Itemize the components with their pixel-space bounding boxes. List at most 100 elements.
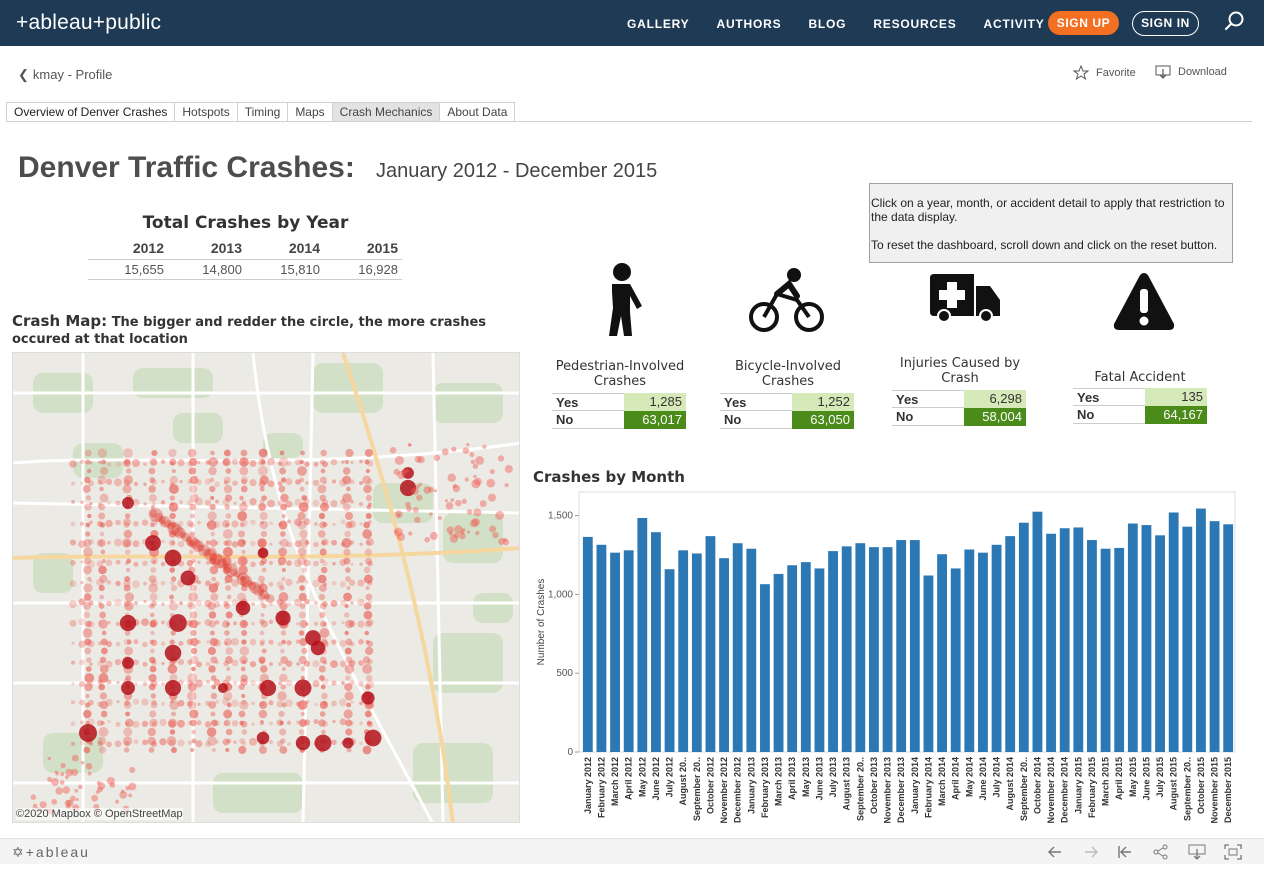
bar-35[interactable] <box>1059 528 1070 752</box>
bar-5[interactable] <box>651 532 661 752</box>
crash-point[interactable] <box>168 448 177 458</box>
crash-point[interactable] <box>195 679 203 688</box>
crash-point[interactable] <box>260 612 265 618</box>
crash-point[interactable] <box>98 565 107 575</box>
crash-point[interactable] <box>79 699 85 706</box>
crash-point[interactable] <box>339 581 347 588</box>
crash-point[interactable] <box>125 561 129 566</box>
crash-point[interactable] <box>125 711 131 717</box>
crash-point[interactable] <box>319 611 326 619</box>
crash-point[interactable] <box>123 579 131 588</box>
crash-point[interactable] <box>205 459 211 465</box>
crash-point[interactable] <box>99 531 105 537</box>
crash-point[interactable] <box>344 530 352 538</box>
crash-point[interactable] <box>298 592 307 602</box>
crash-point[interactable] <box>332 522 336 526</box>
crash-point[interactable] <box>203 548 211 557</box>
crash-point[interactable] <box>214 620 220 625</box>
crash-point[interactable] <box>189 503 197 511</box>
crash-point[interactable] <box>89 501 93 506</box>
crash-point[interactable] <box>221 562 229 569</box>
crash-point[interactable] <box>330 458 338 466</box>
crash-point[interactable] <box>170 630 176 636</box>
year-header-2013[interactable]: 2013 <box>210 240 242 256</box>
crash-point[interactable] <box>161 661 165 666</box>
bar-34[interactable] <box>1046 533 1056 752</box>
crash-point[interactable] <box>498 538 505 545</box>
crash-point[interactable] <box>279 467 287 475</box>
crash-point[interactable] <box>321 538 329 546</box>
crash-hotspot[interactable] <box>364 729 382 747</box>
crash-point[interactable] <box>167 522 175 530</box>
tab-maps[interactable]: Maps <box>287 102 333 122</box>
yes-label[interactable]: Yes <box>892 390 964 408</box>
crash-hotspot[interactable] <box>79 724 97 742</box>
crash-point[interactable] <box>222 738 230 746</box>
crash-point[interactable] <box>69 580 77 588</box>
crash-point[interactable] <box>489 469 495 475</box>
crash-point[interactable] <box>222 458 230 466</box>
crash-point[interactable] <box>190 558 196 564</box>
x-tick-label[interactable]: December 2015 <box>1223 757 1233 823</box>
crash-point[interactable] <box>258 480 266 488</box>
crash-point[interactable] <box>279 601 288 611</box>
crash-point[interactable] <box>87 560 95 568</box>
crash-point[interactable] <box>169 639 175 645</box>
crash-point[interactable] <box>366 640 374 648</box>
crash-point[interactable] <box>303 559 311 567</box>
crash-point[interactable] <box>209 539 218 547</box>
x-tick-label[interactable]: July 2014 <box>992 757 1002 798</box>
crash-point[interactable] <box>215 740 219 744</box>
crash-point[interactable] <box>170 584 178 592</box>
crash-point[interactable] <box>132 540 140 548</box>
crash-point[interactable] <box>269 602 273 607</box>
crash-point[interactable] <box>88 681 94 687</box>
crash-point[interactable] <box>186 638 194 646</box>
crash-point[interactable] <box>223 719 231 727</box>
crash-point[interactable] <box>362 664 373 674</box>
crash-point[interactable] <box>319 656 327 664</box>
crash-point[interactable] <box>258 709 268 719</box>
crash-point[interactable] <box>313 600 319 605</box>
crash-point[interactable] <box>83 565 92 575</box>
crash-point[interactable] <box>123 584 131 592</box>
crash-point[interactable] <box>160 580 166 586</box>
crash-point[interactable] <box>323 660 327 665</box>
crash-point[interactable] <box>148 747 155 753</box>
bar-23[interactable] <box>896 540 907 752</box>
bar-39[interactable] <box>1114 547 1125 752</box>
crash-point[interactable] <box>319 700 328 710</box>
crash-point[interactable] <box>319 675 325 681</box>
crash-point[interactable] <box>97 480 103 485</box>
crash-point[interactable] <box>364 459 370 465</box>
crash-point[interactable] <box>187 740 193 746</box>
crash-point[interactable] <box>231 598 239 606</box>
crash-point[interactable] <box>299 529 308 539</box>
crash-point[interactable] <box>151 699 157 706</box>
crash-point[interactable] <box>331 700 337 707</box>
crash-point[interactable] <box>85 459 91 465</box>
crash-point[interactable] <box>429 531 438 540</box>
crash-point[interactable] <box>312 579 320 588</box>
crash-point[interactable] <box>268 740 274 745</box>
crash-point[interactable] <box>70 795 76 802</box>
crash-point[interactable] <box>277 681 283 686</box>
crash-point[interactable] <box>461 498 467 505</box>
crash-point[interactable] <box>260 601 264 605</box>
crash-point[interactable] <box>240 519 248 527</box>
crash-point[interactable] <box>71 500 75 504</box>
crash-point[interactable] <box>296 662 300 666</box>
crash-point[interactable] <box>189 522 195 528</box>
crash-point[interactable] <box>143 502 147 506</box>
crash-point[interactable] <box>318 512 326 520</box>
crash-point[interactable] <box>300 711 305 717</box>
crash-point[interactable] <box>177 699 185 707</box>
crash-point[interactable] <box>362 529 373 539</box>
bar-33[interactable] <box>1032 511 1043 752</box>
crash-point[interactable] <box>149 592 158 602</box>
crash-point[interactable] <box>169 700 180 710</box>
crash-point[interactable] <box>106 580 112 585</box>
crash-point[interactable] <box>296 580 300 584</box>
crash-point[interactable] <box>197 460 201 464</box>
crash-point[interactable] <box>281 477 287 483</box>
